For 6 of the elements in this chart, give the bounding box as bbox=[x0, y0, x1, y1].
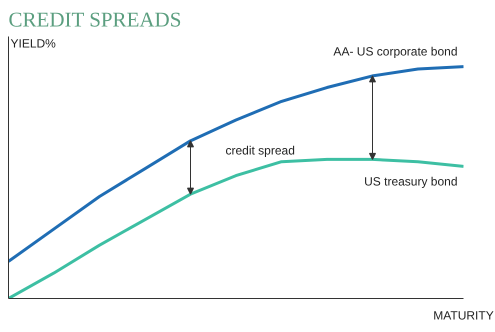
x-axis-title: MATURITY bbox=[433, 308, 494, 322]
annotation: credit spread bbox=[226, 143, 295, 158]
series-label: AA- US corporate bond bbox=[333, 44, 458, 59]
y-axis-title: YIELD% bbox=[10, 36, 56, 50]
chart-title: CREDIT SPREADS bbox=[8, 8, 182, 32]
series-label: US treasury bond bbox=[364, 174, 458, 188]
